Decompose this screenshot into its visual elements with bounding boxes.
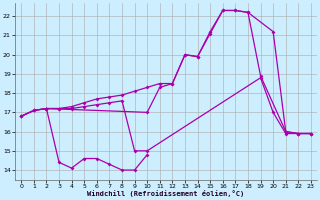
X-axis label: Windchill (Refroidissement éolien,°C): Windchill (Refroidissement éolien,°C) [87,190,245,197]
